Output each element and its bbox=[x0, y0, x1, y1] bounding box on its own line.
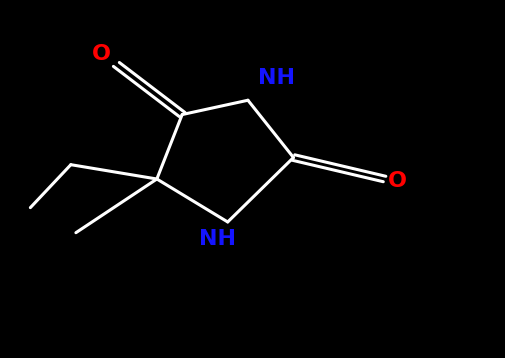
Text: O: O bbox=[91, 44, 111, 64]
Text: NH: NH bbox=[258, 68, 294, 88]
Text: O: O bbox=[387, 171, 406, 191]
Text: NH: NH bbox=[198, 229, 236, 249]
